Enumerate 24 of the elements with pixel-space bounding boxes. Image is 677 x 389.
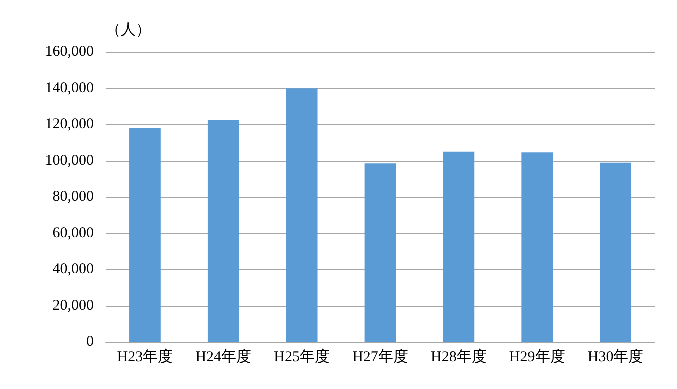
bar (600, 162, 632, 342)
y-tick-label: 20,000 (52, 298, 94, 314)
x-tick-label: H25年度 (274, 348, 330, 366)
y-tick-label: 120,000 (45, 116, 94, 132)
y-tick-label: 80,000 (52, 189, 94, 205)
y-tick-label: 60,000 (52, 225, 94, 242)
x-tick-label: H29年度 (509, 348, 566, 366)
bar (286, 88, 318, 342)
bar (208, 120, 240, 342)
y-tick-label: 0 (86, 334, 94, 350)
x-tick-label: H28年度 (431, 348, 487, 366)
x-tick-label: H23年度 (117, 348, 174, 366)
bar (522, 152, 554, 342)
y-tick-label: 100,000 (45, 152, 94, 169)
y-tick-label: 140,000 (45, 80, 94, 96)
x-tick-label: H27年度 (352, 348, 408, 366)
y-tick-label: 40,000 (52, 262, 94, 278)
y-tick-label: 160,000 (45, 44, 94, 60)
bar (130, 128, 161, 342)
y-axis-title: （人） (106, 22, 151, 38)
x-tick-label: H24年度 (196, 348, 252, 366)
bar (364, 164, 396, 342)
bar (443, 152, 475, 342)
x-tick-label: H30年度 (588, 348, 644, 366)
